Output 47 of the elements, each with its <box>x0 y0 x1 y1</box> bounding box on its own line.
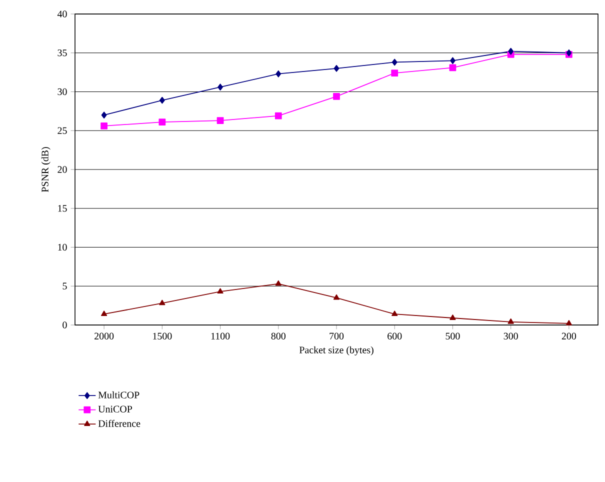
point <box>334 64 340 72</box>
legend-label: Difference <box>98 420 140 427</box>
point <box>100 122 108 130</box>
legend-label: UniCOP <box>98 406 132 412</box>
point <box>276 70 282 78</box>
point <box>217 288 224 294</box>
y-tick-label: 5 <box>62 282 67 290</box>
x-tick-label: 1100 <box>211 332 230 340</box>
x-tick-label: 1500 <box>153 332 172 340</box>
legend-label: MultiCOP <box>98 391 140 398</box>
point <box>392 58 398 66</box>
point <box>391 70 398 77</box>
point <box>275 280 282 286</box>
y-tick-label: 20 <box>58 166 67 173</box>
point <box>159 300 166 306</box>
point <box>333 294 340 300</box>
point <box>449 64 456 72</box>
y-tick-label: 40 <box>57 10 67 18</box>
point <box>218 84 223 91</box>
point <box>333 92 340 100</box>
point <box>101 112 107 119</box>
y-tick-label: 35 <box>58 50 67 56</box>
point <box>216 117 224 124</box>
point <box>392 310 398 316</box>
x-tick-label: 200 <box>562 332 576 340</box>
y-tick-label: 15 <box>58 205 67 212</box>
x-tick-label: 300 <box>504 332 518 340</box>
point <box>274 112 282 120</box>
point <box>508 48 514 55</box>
x-tick-label: 500 <box>446 332 460 340</box>
point <box>158 118 166 126</box>
point <box>450 57 456 64</box>
y-tick-label: 0 <box>62 322 67 328</box>
x-tick-label: 600 <box>388 332 402 340</box>
point <box>566 320 572 326</box>
y-tick-label: 30 <box>58 88 67 96</box>
y-tick-label: 25 <box>58 127 67 134</box>
x-axis-title: Packet size (bytes) <box>299 346 374 356</box>
point <box>450 314 456 320</box>
point <box>508 318 514 324</box>
y-tick-label: 10 <box>58 244 67 251</box>
x-tick-label: 2000 <box>94 332 114 340</box>
point <box>101 310 108 316</box>
point <box>159 96 165 104</box>
x-tick-label: 700 <box>330 332 344 340</box>
x-tick-label: 800 <box>271 332 286 340</box>
y-axis-title: PSNR (dB) <box>41 147 50 192</box>
